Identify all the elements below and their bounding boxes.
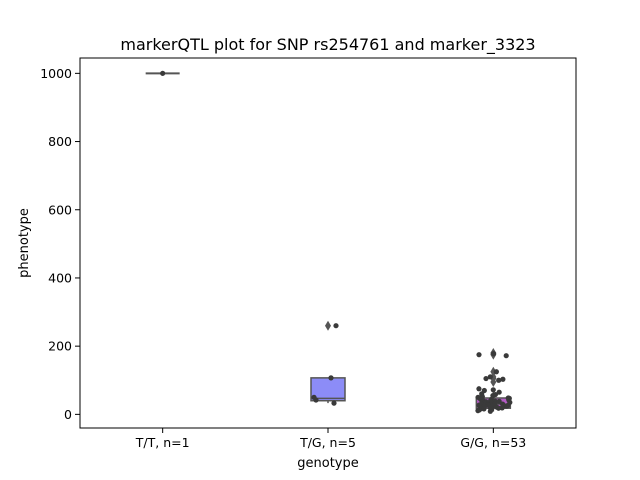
data-point <box>500 376 506 382</box>
y-tick-label: 800 <box>48 134 72 149</box>
y-axis-label: phenotype <box>17 208 32 278</box>
data-point <box>475 408 481 414</box>
outlier-marker <box>490 371 497 382</box>
y-tick-label: 0 <box>64 407 72 422</box>
data-point <box>333 323 339 329</box>
outlier-marker <box>490 366 497 377</box>
data-point <box>476 386 482 392</box>
data-point <box>496 389 502 395</box>
x-tick-label: T/G, n=5 <box>299 435 356 450</box>
data-point <box>487 374 493 380</box>
data-point <box>490 351 497 357</box>
data-point <box>487 408 493 414</box>
y-axis: 0 200 400 600 800 1000 <box>40 66 80 422</box>
box-body <box>310 377 346 402</box>
data-point <box>503 403 509 409</box>
y-tick-label: 400 <box>48 270 72 285</box>
data-point <box>481 406 487 412</box>
outlier-marker <box>325 320 331 331</box>
data-point <box>493 369 499 375</box>
data-point <box>490 387 496 393</box>
plot-area-frame <box>79 57 577 429</box>
x-axis: T/T, n=1 T/G, n=5 G/G, n=53 <box>135 428 526 450</box>
data-point <box>313 397 319 403</box>
y-tick-label: 600 <box>48 202 72 217</box>
data-point <box>476 352 482 358</box>
y-tick-label: 200 <box>48 339 72 354</box>
data-point <box>331 400 337 406</box>
chart-title: markerQTL plot for SNP rs254761 and mark… <box>120 35 535 55</box>
data-point <box>495 405 502 411</box>
plot-marks <box>145 70 513 414</box>
x-tick-label: T/T, n=1 <box>135 435 190 450</box>
x-axis-label: genotype <box>297 456 358 471</box>
y-tick-label: 1000 <box>40 66 72 81</box>
data-point <box>160 70 166 76</box>
data-point <box>503 353 509 359</box>
data-point <box>328 375 334 381</box>
data-point <box>483 375 489 382</box>
data-point <box>496 377 502 383</box>
x-tick-label: G/G, n=53 <box>460 435 526 450</box>
